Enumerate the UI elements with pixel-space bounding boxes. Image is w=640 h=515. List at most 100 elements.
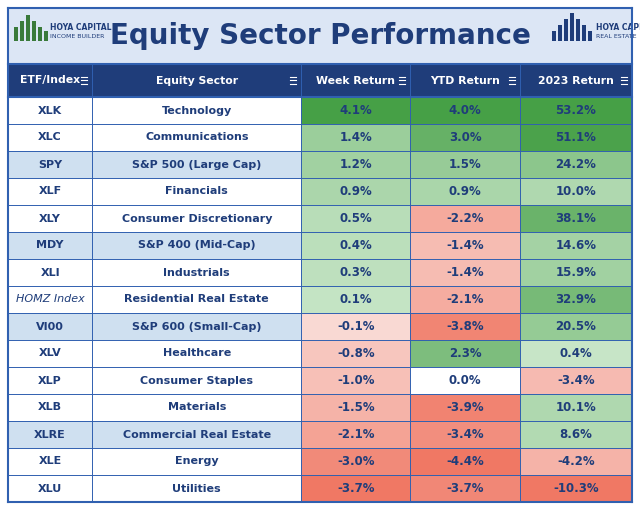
Bar (410, 205, 520, 232)
Text: XLU: XLU (38, 484, 62, 493)
Text: 0.9%: 0.9% (449, 185, 481, 198)
Bar (301, 421, 410, 448)
Bar (301, 367, 410, 394)
Bar (301, 340, 410, 367)
Text: XLB: XLB (38, 403, 62, 413)
Text: REAL ESTATE: REAL ESTATE (596, 33, 637, 39)
Bar (26, 15, 30, 41)
Bar (410, 394, 520, 421)
Text: 8.6%: 8.6% (559, 428, 592, 441)
Text: 10.0%: 10.0% (556, 185, 596, 198)
Bar (301, 124, 410, 151)
Bar (92, 64, 301, 97)
Bar (92, 97, 301, 124)
Bar (301, 475, 410, 502)
Bar (92, 475, 301, 502)
Text: -2.1%: -2.1% (446, 293, 484, 306)
Text: Week Return: Week Return (316, 76, 396, 85)
Bar (301, 64, 410, 97)
Bar (8, 178, 92, 205)
Text: -0.1%: -0.1% (337, 320, 374, 333)
Bar (8, 286, 92, 313)
Text: Materials: Materials (168, 403, 226, 413)
Bar (92, 340, 301, 367)
Bar (92, 151, 301, 178)
Bar (8, 64, 92, 97)
Text: XLK: XLK (38, 106, 62, 115)
Bar (410, 448, 520, 475)
Bar (92, 421, 301, 448)
Text: 4.0%: 4.0% (449, 104, 481, 117)
Bar (410, 475, 520, 502)
Text: 24.2%: 24.2% (556, 158, 596, 171)
Bar (8, 313, 92, 340)
Text: Consumer Discretionary: Consumer Discretionary (122, 214, 272, 224)
Text: -2.2%: -2.2% (446, 212, 484, 225)
Text: 0.4%: 0.4% (339, 239, 372, 252)
Text: INCOME BUILDER: INCOME BUILDER (50, 33, 104, 39)
Text: VI00: VI00 (36, 321, 64, 332)
Bar (410, 97, 520, 124)
Bar (558, 25, 562, 41)
Bar (301, 232, 410, 259)
Text: XLRE: XLRE (35, 430, 66, 439)
Text: -4.2%: -4.2% (557, 455, 595, 468)
Text: Communications: Communications (145, 132, 248, 143)
Text: -1.4%: -1.4% (446, 239, 484, 252)
Text: ETF/Index: ETF/Index (20, 76, 80, 85)
Bar (301, 151, 410, 178)
Bar (520, 178, 632, 205)
Bar (14, 27, 18, 41)
Bar (8, 232, 92, 259)
Text: 3.0%: 3.0% (449, 131, 481, 144)
Text: S&P 600 (Small-Cap): S&P 600 (Small-Cap) (132, 321, 262, 332)
Bar (520, 421, 632, 448)
Bar (8, 340, 92, 367)
Text: -0.8%: -0.8% (337, 347, 374, 360)
Bar (410, 124, 520, 151)
Bar (410, 178, 520, 205)
Bar (520, 448, 632, 475)
Text: 0.0%: 0.0% (449, 374, 481, 387)
Bar (301, 394, 410, 421)
Bar (8, 259, 92, 286)
Bar (301, 178, 410, 205)
Text: Equity Sector Performance: Equity Sector Performance (109, 22, 531, 50)
Bar (552, 31, 556, 41)
Bar (410, 367, 520, 394)
Bar (410, 151, 520, 178)
Bar (588, 31, 592, 41)
Text: -3.7%: -3.7% (337, 482, 374, 495)
Bar (44, 31, 48, 41)
Bar (410, 286, 520, 313)
Bar (301, 205, 410, 232)
Text: 53.2%: 53.2% (556, 104, 596, 117)
Bar (92, 286, 301, 313)
Text: Technology: Technology (162, 106, 232, 115)
Text: Industrials: Industrials (163, 267, 230, 278)
Text: 51.1%: 51.1% (556, 131, 596, 144)
Text: 20.5%: 20.5% (556, 320, 596, 333)
Text: 0.4%: 0.4% (559, 347, 592, 360)
Text: XLE: XLE (38, 456, 61, 467)
Bar (301, 286, 410, 313)
Bar (410, 64, 520, 97)
Bar (8, 124, 92, 151)
Text: 0.3%: 0.3% (340, 266, 372, 279)
Text: S&P 500 (Large Cap): S&P 500 (Large Cap) (132, 160, 262, 169)
Bar (301, 259, 410, 286)
Text: 14.6%: 14.6% (556, 239, 596, 252)
Text: 0.1%: 0.1% (340, 293, 372, 306)
Text: -3.4%: -3.4% (446, 428, 484, 441)
Bar (410, 313, 520, 340)
Bar (520, 340, 632, 367)
Text: 1.4%: 1.4% (339, 131, 372, 144)
Text: -2.1%: -2.1% (337, 428, 374, 441)
Text: XLV: XLV (39, 349, 61, 358)
Text: -1.4%: -1.4% (446, 266, 484, 279)
Text: XLF: XLF (38, 186, 61, 197)
Bar (520, 313, 632, 340)
Bar (520, 232, 632, 259)
Text: -3.4%: -3.4% (557, 374, 595, 387)
Bar (520, 97, 632, 124)
